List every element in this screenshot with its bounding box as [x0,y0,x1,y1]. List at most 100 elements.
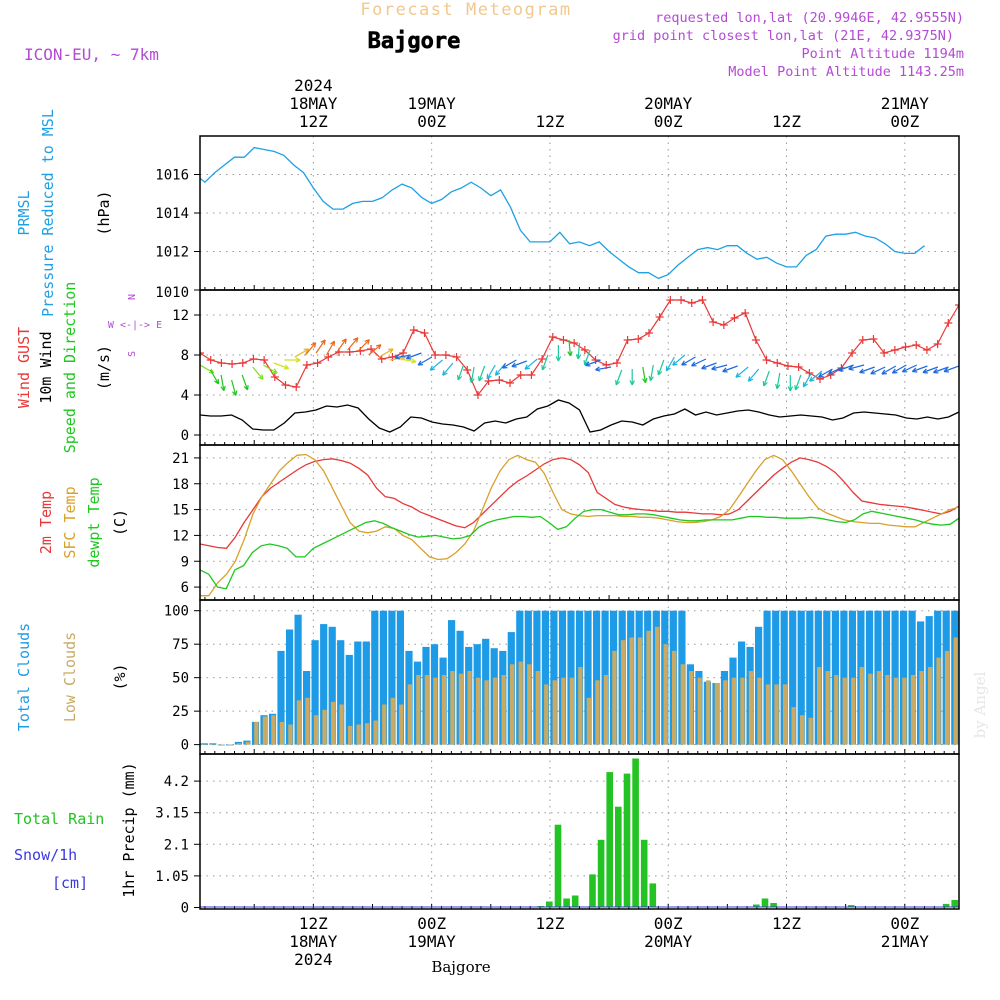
series-line-prmsl [200,146,925,280]
gust-point [794,363,803,371]
low-cloud-bar [885,675,890,745]
wind-arrow [711,364,728,371]
wind-arrow [794,374,802,391]
gust-point [260,356,269,364]
gust-point [634,335,643,343]
low-cloud-bar [416,675,421,745]
rain-bar [615,806,622,908]
side-label: Low Clouds [61,632,79,722]
total-cloud-bar [789,610,797,745]
low-cloud-bar [586,697,591,745]
low-cloud-bar [561,677,566,745]
gust-point [880,349,889,357]
low-cloud-bar [535,671,540,745]
low-cloud-bar [774,684,779,745]
total-cloud-bar [891,610,899,745]
wind-arrow [273,362,290,370]
unit-label: (%) [111,663,129,690]
low-cloud-bar [731,677,736,745]
rain-bar [597,839,605,908]
gust-point [698,296,707,304]
gust-point [548,333,557,341]
y-tick-label: 75 [172,637,189,653]
gust-point [612,359,621,367]
low-cloud-bar [220,744,225,746]
total-cloud-bar [900,610,908,745]
top-time-label: 00Z [654,112,683,131]
rain-bar [563,898,570,908]
wind-arrow [672,354,686,366]
low-cloud-bar [953,637,958,745]
low-cloud-bar [373,720,378,745]
low-cloud-bar [603,675,609,745]
rain-bar [546,901,553,908]
side-label: Total Clouds [15,623,33,731]
low-cloud-bar [927,667,933,745]
total-cloud-bar [362,641,370,745]
low-cloud-bar [339,704,344,745]
y-tick-label: 50 [172,671,189,687]
rain-bar [761,898,769,908]
gust-point [687,299,696,307]
low-cloud-bar [552,680,557,745]
wind-arrow [657,359,665,376]
low-cloud-bar [262,716,267,745]
low-cloud-bar [305,697,310,745]
gust-point [591,356,600,364]
low-cloud-bar [876,671,881,745]
low-cloud-bar [450,671,455,745]
wind-arrow [357,339,370,352]
gust-point [677,296,686,304]
wind-arrow [457,364,465,381]
wind-arrow [802,372,812,388]
low-cloud-bar [527,664,532,745]
gust-point [495,376,504,384]
gust-point [217,359,226,367]
total-cloud-bar [277,650,285,745]
side-label: 10m Wind [37,331,55,403]
panel-data [200,610,959,746]
bottom-time-label: 12Z [772,914,801,933]
watermark: by Angel [971,671,989,738]
wind-arrow [336,338,347,353]
rain-bar [571,895,579,908]
footer-place: Bajgore [431,958,490,976]
low-cloud-bar [834,675,839,745]
gust-point [345,348,354,356]
wind-arrow [838,364,854,372]
y-tick-label: 25 [172,704,189,720]
bottom-time-label: 19MAY [408,932,457,951]
top-time-label: 20MAY [644,94,693,113]
low-cloud-bar [663,644,668,745]
wind-arrow [567,339,573,357]
rain-bar [649,883,657,908]
wind-arrow [943,365,959,373]
rain-bar [589,874,596,908]
top-time-label: 12Z [535,112,564,131]
gust-point [452,353,461,361]
low-cloud-bar [714,683,719,745]
low-cloud-bar [203,744,208,746]
gust-point [324,353,333,361]
gust-point [527,371,536,379]
low-cloud-bar [399,704,404,745]
total-cloud-bar [541,610,549,745]
top-time-label: 21MAY [881,94,930,113]
wind-arrow [486,364,496,380]
total-cloud-bar [320,624,328,745]
total-cloud-bar [294,614,302,745]
rain-bar [554,824,562,908]
gust-point [922,346,931,354]
rain-bar [847,905,855,908]
wind-arrow [901,364,918,373]
rain-bar [606,772,613,908]
wind-arrow [932,366,949,374]
low-cloud-bar [868,673,873,745]
gust-point [473,391,482,399]
low-cloud-bar [544,684,549,745]
wind-arrow [220,374,226,392]
gust-point [559,336,568,344]
label-snow: Snow/1h [14,846,77,864]
wind-arrow [911,365,928,373]
y-tick-label: 4 [181,388,189,404]
